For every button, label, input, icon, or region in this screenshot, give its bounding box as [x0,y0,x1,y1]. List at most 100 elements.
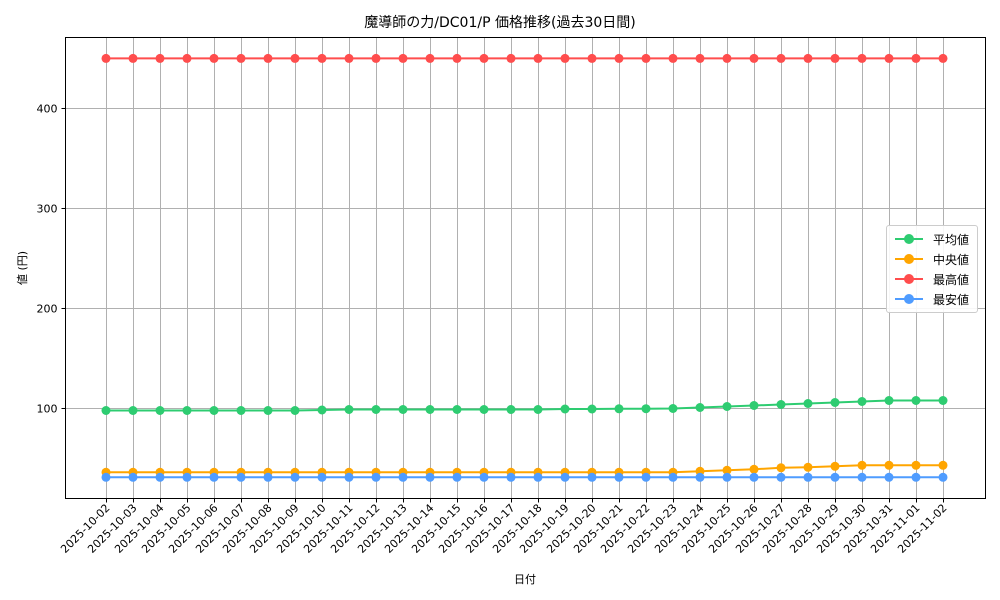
data-point [533,472,543,482]
data-point [938,396,948,405]
data-point [938,53,948,63]
data-point [884,53,894,63]
data-point [344,53,354,63]
data-point [857,472,867,482]
legend-dot-0 [904,234,914,244]
data-point [398,472,408,482]
data-point [560,404,570,414]
data-point [506,472,516,482]
data-point [614,53,624,63]
data-point [236,53,246,63]
data-point [749,472,759,482]
legend-dot-2 [904,274,914,284]
grid-lines [65,37,986,499]
data-point [452,53,462,63]
data-point [425,53,435,63]
data-point [911,460,921,470]
data-point [344,405,354,414]
series-1 [101,460,948,477]
data-point [722,53,732,63]
data-point [425,405,435,414]
data-point [641,472,651,482]
data-point [830,461,840,471]
data-point [101,53,111,63]
data-point [641,404,651,414]
data-point [695,472,705,482]
data-point [776,463,786,473]
data-point [155,53,165,63]
data-point [128,472,138,482]
data-point [560,472,570,482]
data-point [776,400,786,409]
data-point [803,53,813,63]
data-point [803,472,813,482]
data-point [452,472,462,482]
data-point [722,402,732,411]
data-point [236,406,246,415]
y-tick-label: 100 [37,403,58,416]
data-point [857,53,867,63]
chart-title: 魔導師の力/DC01/P 価格推移(過去30日間) [364,15,636,31]
data-point [236,472,246,482]
legend-label: 中央値 [933,252,970,267]
data-point [641,53,651,63]
data-point [857,397,867,406]
legend-item-max: 最高値 [887,269,977,289]
data-point [830,53,840,63]
x-axis-ticks: 2025-10-022025-10-032025-10-042025-10-05… [58,498,950,556]
legend-label: 最安値 [933,292,970,307]
line-marker-icon [895,272,923,286]
legend-item-min: 最安値 [887,289,977,309]
data-point [884,460,894,470]
data-point [830,398,840,407]
data-point [398,53,408,63]
data-point [695,403,705,412]
data-point [371,405,381,414]
data-point [830,472,840,482]
plot-frame [65,37,986,499]
chart-legend: 平均値 中央値 最高値 最安値 [886,225,978,313]
data-point [911,396,921,405]
data-point [776,53,786,63]
data-point [938,460,948,470]
data-point [371,472,381,482]
data-point [398,405,408,414]
data-point [263,53,273,63]
x-axis-label: 日付 [514,573,536,586]
data-point [776,472,786,482]
series-0 [101,396,948,415]
y-tick-label: 400 [37,103,58,116]
data-point [101,472,111,482]
data-point [614,404,624,414]
data-point [614,472,624,482]
data-point [263,472,273,482]
data-point [452,405,462,414]
data-point [749,401,759,410]
legend-dot-3 [904,294,914,304]
line-marker-icon [895,292,923,306]
data-point [587,53,597,63]
data-point [209,472,219,482]
data-point [695,53,705,63]
data-point [884,396,894,405]
data-point [938,472,948,482]
data-point [587,404,597,414]
line-marker-icon [895,252,923,266]
data-series [101,53,948,482]
data-point [101,406,111,415]
data-point [803,462,813,472]
series-line [106,464,943,474]
legend-label: 平均値 [933,232,970,247]
data-point [857,460,867,470]
series-2 [101,53,948,63]
data-point [155,406,165,415]
data-point [668,404,678,413]
data-point [668,53,678,63]
data-point [425,472,435,482]
legend-label: 最高値 [933,272,970,287]
y-tick-label: 200 [37,303,58,316]
data-point [182,472,192,482]
data-point [560,53,570,63]
data-point [290,406,300,415]
data-point [344,472,354,482]
